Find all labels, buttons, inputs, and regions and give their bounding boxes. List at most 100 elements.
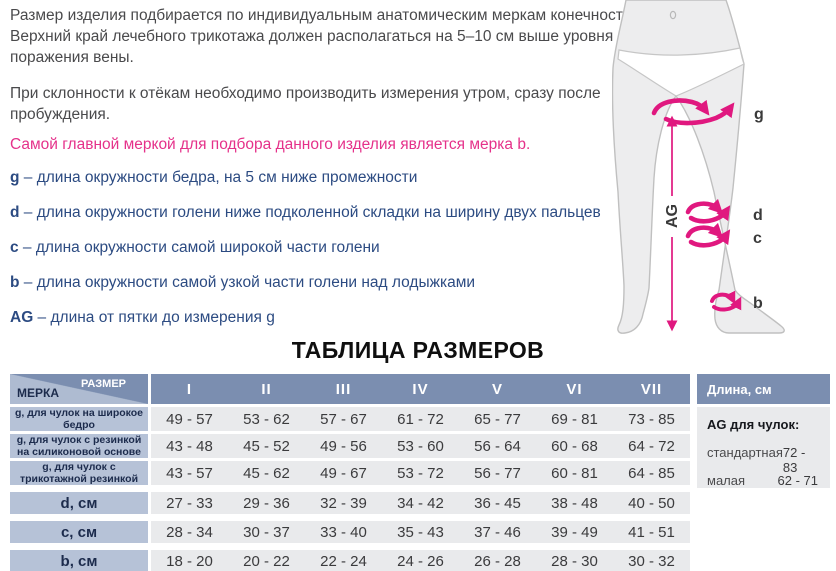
- measurement-key: d: [10, 204, 20, 221]
- measurement-def-b: b – длина окружности самой узкой части г…: [10, 272, 640, 293]
- size-value-cell: 40 - 50: [628, 494, 675, 512]
- size-table-row: g, для чулок с трикотажной резинкой 43 - …: [10, 461, 690, 485]
- body-outline: [611, 0, 785, 334]
- size-value-cell: 64 - 85: [628, 464, 675, 482]
- size-value-cell: 27 - 33: [166, 494, 213, 512]
- row-measure-label: g, для чулок с резинкой на силиконовой о…: [10, 434, 148, 458]
- length-panel-header: Длина, см: [697, 374, 830, 404]
- measurement-key: g: [10, 169, 20, 186]
- size-column-header: VII: [640, 380, 663, 398]
- row-values-band: 28 - 34 30 - 37 33 - 40 35 - 43 37 - 46 39 - …: [151, 521, 690, 543]
- length-option-label: малая: [707, 473, 746, 488]
- measurement-key: c: [10, 239, 19, 256]
- intro-text-block: Размер изделия подбирается по индивидуал…: [10, 5, 640, 342]
- size-table-corner-cell: РАЗМЕР МЕРКА: [10, 374, 148, 404]
- size-value-cell: 49 - 57: [166, 410, 213, 428]
- underwear-shape: [617, 47, 745, 97]
- measurement-def-d: d – длина окружности голени ниже подколе…: [10, 202, 640, 223]
- measurement-description: – длина от пятки до измерения g: [33, 309, 275, 326]
- size-value-cell: 56 - 64: [474, 437, 521, 455]
- length-panel-body: AG для чулок: стандартная 72 - 83 малая 62 …: [697, 407, 830, 488]
- size-column-header: VI: [566, 380, 583, 398]
- row-measure-label: d, см: [10, 492, 148, 514]
- corner-measure-label: МЕРКА: [17, 386, 59, 400]
- size-value-cell: 35 - 43: [397, 523, 444, 541]
- size-value-cell: 43 - 48: [166, 437, 213, 455]
- size-column-header: IV: [412, 380, 429, 398]
- intro-paragraph-1: Размер изделия подбирается по индивидуал…: [10, 7, 636, 66]
- size-value-cell: 20 - 22: [243, 552, 290, 570]
- size-value-cell: 18 - 20: [166, 552, 213, 570]
- row-measure-label: b, см: [10, 550, 148, 571]
- size-value-cell: 69 - 81: [551, 410, 598, 428]
- c-measure-arrow-icon: [685, 222, 731, 248]
- size-value-cell: 49 - 56: [320, 437, 367, 455]
- size-value-cell: 56 - 77: [474, 464, 521, 482]
- row-measure-label: g, для чулок с трикотажной резинкой: [10, 461, 148, 485]
- length-panel: Длина, см AG для чулок: стандартная 72 - …: [697, 374, 830, 488]
- diagram-label-d: d: [753, 207, 763, 224]
- size-table-title: ТАБЛИЦА РАЗМЕРОВ: [291, 337, 545, 363]
- intro-paragraph-2: При склонности к отёкам необходимо произ…: [10, 85, 601, 123]
- diagram-label-g: g: [754, 106, 764, 123]
- highlight-note: Самой главной меркой для подбора данного…: [10, 136, 531, 153]
- diagram-label-c: c: [753, 230, 762, 247]
- length-option-value: 62 - 71: [777, 473, 818, 488]
- row-values-band: 49 - 57 53 - 62 57 - 67 61 - 72 65 - 77 69 - …: [151, 407, 690, 431]
- size-value-cell: 33 - 40: [320, 523, 367, 541]
- size-value-cell: 41 - 51: [628, 523, 675, 541]
- size-value-cell: 37 - 46: [474, 523, 521, 541]
- size-value-cell: 22 - 24: [320, 552, 367, 570]
- size-table-row: c, см 28 - 34 30 - 37 33 - 40 35 - 43 37 - 46…: [10, 521, 690, 543]
- size-column-header: I: [186, 380, 193, 398]
- measurement-description: – длина окружности бедра, на 5 см ниже п…: [19, 169, 418, 186]
- measurement-def-g: g – длина окружности бедра, на 5 см ниже…: [10, 167, 640, 188]
- size-table-header-row: РАЗМЕР МЕРКА I II III IV V VI VII: [10, 374, 690, 404]
- size-value-cell: 29 - 36: [243, 494, 290, 512]
- size-value-cell: 34 - 42: [397, 494, 444, 512]
- measurement-def-ag: AG – длина от пятки до измерения g: [10, 307, 640, 328]
- size-value-cell: 24 - 26: [397, 552, 444, 570]
- size-value-cell: 28 - 30: [551, 552, 598, 570]
- diagram-label-ag: AG: [664, 204, 681, 228]
- d-measure-arrow-icon: [685, 198, 731, 224]
- measurement-description: – длина окружности голени ниже подколенн…: [19, 204, 601, 221]
- size-value-cell: 60 - 81: [551, 464, 598, 482]
- size-value-cell: 26 - 28: [474, 552, 521, 570]
- size-value-cell: 61 - 72: [397, 410, 444, 428]
- corner-size-label: РАЗМЕР: [80, 378, 126, 390]
- row-values-band: 43 - 57 45 - 62 49 - 67 53 - 72 56 - 77 60 - …: [151, 461, 690, 485]
- size-value-cell: 38 - 48: [551, 494, 598, 512]
- size-value-cell: 30 - 37: [243, 523, 290, 541]
- size-column-header: II: [261, 380, 272, 398]
- legs-illustration: AG g d c b: [611, 0, 785, 334]
- length-option-label: стандартная: [707, 445, 783, 460]
- size-table-row: g, для чулок с резинкой на силиконовой о…: [10, 434, 690, 458]
- row-values-band: 18 - 20 20 - 22 22 - 24 24 - 26 26 - 28 28 - …: [151, 550, 690, 571]
- measurement-key: b: [10, 274, 20, 291]
- size-table-row: d, см 27 - 33 29 - 36 32 - 39 34 - 42 36 - 45…: [10, 492, 690, 514]
- measurement-def-c: c – длина окружности самой широкой части…: [10, 237, 640, 258]
- size-value-cell: 65 - 77: [474, 410, 521, 428]
- size-value-cell: 60 - 68: [551, 437, 598, 455]
- size-value-cell: 53 - 60: [397, 437, 444, 455]
- size-value-cell: 32 - 39: [320, 494, 367, 512]
- size-table-header-band: I II III IV V VI VII: [151, 374, 690, 404]
- size-table-row: g, для чулок на широкое бедро 49 - 57 53 -…: [10, 407, 690, 431]
- length-panel-row: стандартная 72 - 83: [707, 445, 818, 475]
- row-values-band: 43 - 48 45 - 52 49 - 56 53 - 60 56 - 64 60 - …: [151, 434, 690, 458]
- size-value-cell: 57 - 67: [320, 410, 367, 428]
- size-value-cell: 64 - 72: [628, 437, 675, 455]
- size-value-cell: 36 - 45: [474, 494, 521, 512]
- size-value-cell: 45 - 62: [243, 464, 290, 482]
- measurement-description: – длина окружности самой широкой части г…: [18, 239, 380, 256]
- row-values-band: 27 - 33 29 - 36 32 - 39 34 - 42 36 - 45 38 - …: [151, 492, 690, 514]
- size-value-cell: 45 - 52: [243, 437, 290, 455]
- size-value-cell: 53 - 62: [243, 410, 290, 428]
- measurement-list: g – длина окружности бедра, на 5 см ниже…: [10, 167, 640, 328]
- size-column-header: III: [335, 380, 352, 398]
- length-panel-subheader: AG для чулок:: [707, 417, 800, 432]
- size-value-cell: 53 - 72: [397, 464, 444, 482]
- diagram-label-b: b: [753, 295, 763, 312]
